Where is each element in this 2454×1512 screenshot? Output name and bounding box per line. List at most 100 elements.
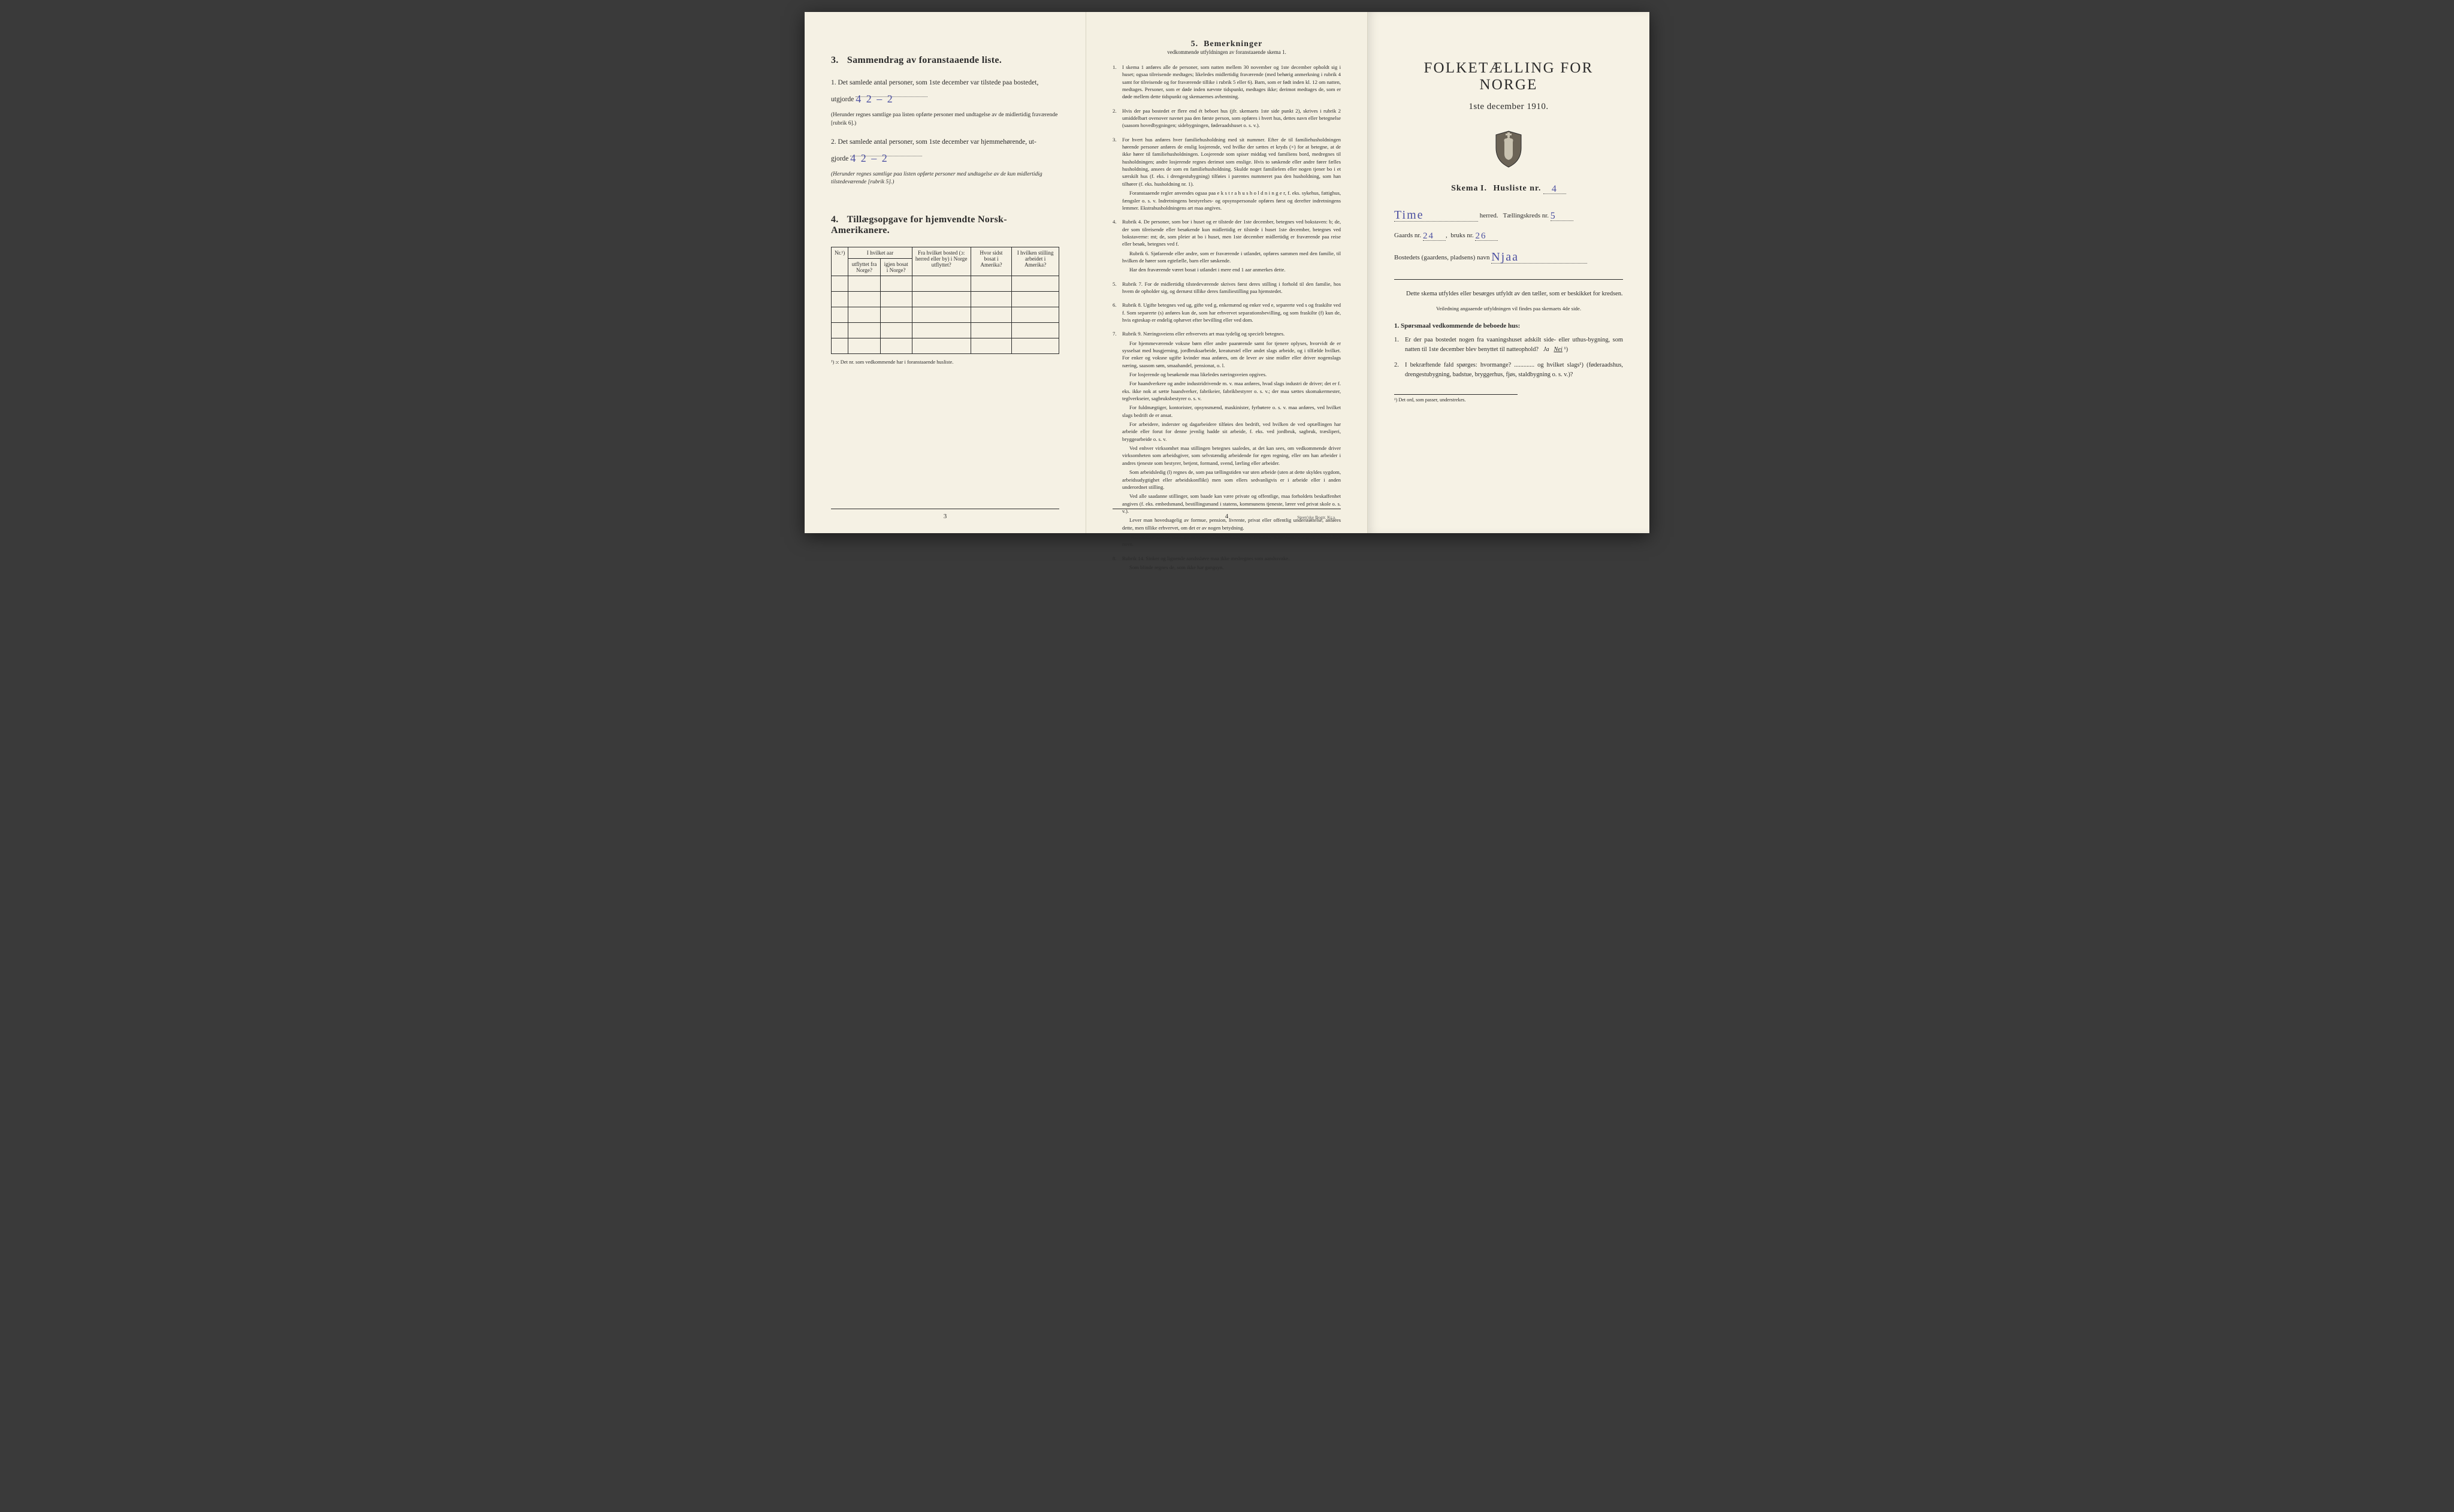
intro-para: Dette skema utfyldes eller besørges utfy… [1394, 289, 1623, 300]
cover-footnote: ¹) Det ord, som passer, understrekes. [1394, 394, 1518, 403]
bosted-line: Bostedets (gaardens, pladsens) navn Njaa [1394, 249, 1623, 264]
remark-text: Rubrik 7. For de midlertidig tilstedevær… [1122, 280, 1341, 297]
col-year-back: igjen bosat i Norge? [880, 258, 912, 276]
remark-text: For hvert hus anføres hver familiehushol… [1122, 136, 1341, 213]
remark-text: Rubrik 4. De personer, som bor i huset o… [1122, 218, 1341, 275]
kreds-value: 5 [1551, 211, 1557, 221]
coat-of-arms-icon [1492, 130, 1525, 168]
document-spread: 3. Sammendrag av foranstaaende liste. 1.… [805, 12, 1649, 533]
printer-credit: Steen'ske Bogtr. Kr.a. [1297, 515, 1336, 520]
summary-q1-note: (Herunder regnes samtlige paa listen opf… [831, 111, 1059, 128]
skema-label: Skema [1451, 184, 1478, 193]
page-cover: FOLKETÆLLING FOR NORGE 1ste december 191… [1368, 12, 1649, 533]
summary-q1-label: utgjorde [831, 96, 854, 103]
kreds-label: Tællingskreds nr. [1503, 212, 1549, 219]
remark-item: 3.For hvert hus anføres hver familiehush… [1113, 136, 1341, 213]
census-date: 1ste december 1910. [1394, 102, 1623, 112]
bruks-field: 26 [1475, 230, 1498, 241]
table-row [832, 291, 1059, 307]
bosted-value: Njaa [1491, 250, 1519, 264]
remark-text: Rubrik 8. Ugifte betegnes ved ug, gifte … [1122, 301, 1341, 325]
summary-q1-value: 4 2 – 2 [856, 93, 894, 105]
herred-line: Time herred. Tællingskreds nr. 5 [1394, 207, 1623, 222]
husliste-label: Husliste nr. [1493, 184, 1541, 193]
remark-item: 6.Rubrik 8. Ugifte betegnes ved ug, gift… [1113, 301, 1341, 325]
remark-number: 7. [1113, 330, 1122, 549]
remarks-subtitle: vedkommende utfyldningen av foranstaaend… [1113, 49, 1341, 55]
remark-number: 6. [1113, 301, 1122, 325]
remarks-list: 1.I skema 1 anføres alle de personer, so… [1113, 63, 1341, 573]
question-1-text: Er der paa bostedet nogen fra vaaningshu… [1405, 335, 1623, 355]
table-row [832, 322, 1059, 338]
herred-field: Time [1394, 207, 1478, 222]
census-title: FOLKETÆLLING FOR NORGE [1394, 60, 1623, 93]
gaards-label: Gaards nr. [1394, 232, 1421, 239]
remark-item: 5.Rubrik 7. For de midlertidig tilstedev… [1113, 280, 1341, 297]
summary-q2-value: 4 2 – 2 [850, 152, 888, 164]
gaards-field: 24 [1423, 230, 1446, 241]
bosted-label: Bostedets (gaardens, pladsens) navn [1394, 254, 1489, 261]
gaards-line: Gaards nr. 24, bruks nr. 26 [1394, 230, 1623, 241]
summary-q1-text: 1. Det samlede antal personer, som 1ste … [831, 79, 1038, 86]
page-3: 3. Sammendrag av foranstaaende liste. 1.… [805, 12, 1086, 533]
remark-text: Hvis der paa bostedet er flere end ét be… [1122, 107, 1341, 131]
col-from: Fra hvilket bosted (ɔ: herred eller by) … [912, 247, 971, 276]
section-3-number: 3. [831, 55, 839, 65]
question-1: 1. Er der paa bostedet nogen fra vaaning… [1394, 335, 1623, 355]
section-4-heading: 4. Tillægsopgave for hjemvendte Norsk-Am… [831, 214, 1059, 236]
table-row [832, 276, 1059, 291]
husliste-value: 4 [1552, 184, 1558, 194]
col-nr: Nr.¹) [832, 247, 848, 276]
remark-number: 3. [1113, 136, 1122, 213]
summary-q2-label: gjorde [831, 155, 848, 162]
remark-text: I skema 1 anføres alle de personer, som … [1122, 63, 1341, 102]
question-2-number: 2. [1394, 361, 1405, 380]
divider [1394, 279, 1623, 280]
page-4: 5. Bemerkninger vedkommende utfyldningen… [1086, 12, 1368, 533]
summary-q2-note: (Herunder regnes samtlige paa listen opf… [831, 171, 1059, 187]
bosted-field: Njaa [1491, 249, 1587, 264]
husliste-field: 4 [1543, 183, 1566, 194]
table-footnote: ¹) ɔ: Det nr. som vedkommende har i fora… [831, 359, 1059, 365]
emigrant-table: Nr.¹) I hvilket aar Fra hvilket bosted (… [831, 247, 1059, 354]
remark-number: 4. [1113, 218, 1122, 275]
gaards-value: 24 [1423, 231, 1434, 241]
summary-q2: 2. Det samlede antal personer, som 1ste … [831, 136, 1059, 165]
table-row [832, 338, 1059, 353]
section-3-heading: 3. Sammendrag av foranstaaende liste. [831, 55, 1059, 66]
guidance-note: Veiledning angaaende utfyldningen vil fi… [1394, 306, 1623, 312]
page-number-3: 3 [944, 513, 947, 520]
summary-q1: 1. Det samlede antal personer, som 1ste … [831, 77, 1059, 105]
remark-number: 1. [1113, 63, 1122, 102]
section-4-number: 4. [831, 214, 839, 225]
remarks-heading: 5. Bemerkninger [1113, 40, 1341, 49]
summary-q1-field: 4 2 – 2 [856, 89, 927, 97]
bruks-label: bruks nr. [1450, 232, 1474, 239]
remark-item: 4.Rubrik 4. De personer, som bor i huset… [1113, 218, 1341, 275]
table-row [832, 307, 1059, 322]
questions-heading: 1. Spørsmaal vedkommende de beboede hus: [1394, 322, 1623, 329]
question-2-text: I bekræftende fald spørges: hvormange? .… [1405, 361, 1623, 380]
section-4-title: Tillægsopgave for hjemvendte Norsk-Ameri… [831, 214, 1007, 235]
remark-text: Rubrik 14. Sinker og lignende aandssløve… [1122, 555, 1341, 573]
summary-q2-field: 4 2 – 2 [850, 148, 922, 156]
remark-item: 2.Hvis der paa bostedet er flere end ét … [1113, 107, 1341, 131]
remark-number: 5. [1113, 280, 1122, 297]
col-year-out: utflyttet fra Norge? [848, 258, 880, 276]
col-where: Hvor sidst bosat i Amerika? [971, 247, 1011, 276]
remark-item: 8.Rubrik 14. Sinker og lignende aandsslø… [1113, 555, 1341, 573]
question-2: 2. I bekræftende fald spørges: hvormange… [1394, 361, 1623, 380]
herred-label: herred. [1480, 212, 1498, 219]
remark-number: 8. [1113, 555, 1122, 573]
skema-roman: I. [1480, 184, 1487, 193]
herred-value: Time [1394, 208, 1424, 222]
answer-nei: Nei [1554, 346, 1562, 353]
page-number-4: 4 [1225, 513, 1229, 520]
summary-q2-text: 2. Det samlede antal personer, som 1ste … [831, 138, 1036, 146]
intro-text: Dette skema utfyldes eller besørges utfy… [1394, 289, 1623, 300]
section-3-title: Sammendrag av foranstaaende liste. [847, 55, 1002, 65]
kreds-field: 5 [1551, 210, 1573, 221]
remark-item: 1.I skema 1 anføres alle de personer, so… [1113, 63, 1341, 102]
col-year-group: I hvilket aar [848, 247, 912, 258]
question-1-number: 1. [1394, 335, 1405, 355]
